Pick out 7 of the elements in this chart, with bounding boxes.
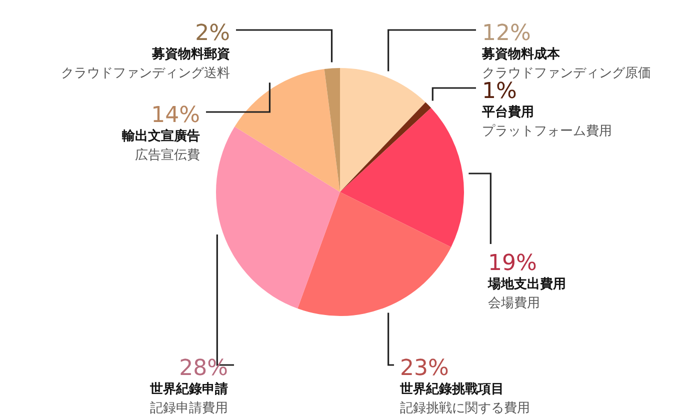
annotation: クラウドファンディング送料 bbox=[61, 66, 230, 81]
annotation: クラウドファンディング原価 bbox=[482, 66, 651, 81]
annotation: 記録挑戦に関する費用 bbox=[400, 401, 530, 416]
annotation: 広告宣伝費 bbox=[135, 148, 200, 163]
annotation: プラットフォーム費用 bbox=[482, 124, 612, 139]
annotation: 会場費用 bbox=[488, 296, 540, 311]
annotation: 記録申請費用 bbox=[150, 401, 228, 416]
